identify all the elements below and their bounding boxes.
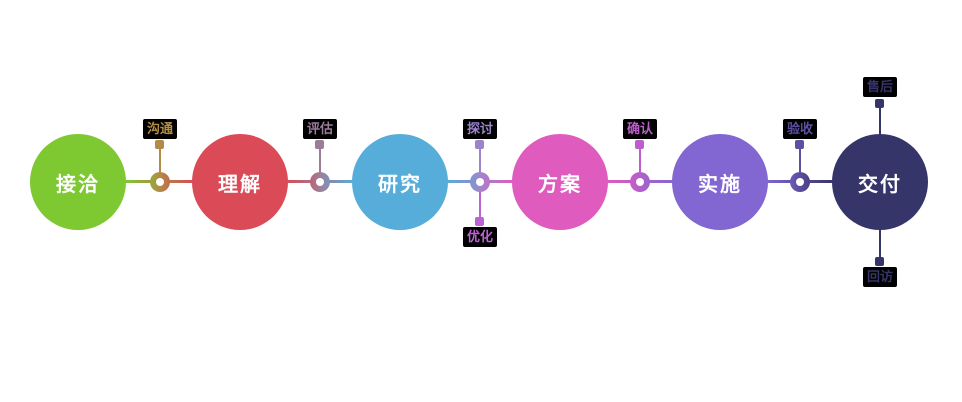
stage-circle-contact: 接洽 xyxy=(30,134,126,230)
tag-stem-line xyxy=(159,149,161,172)
stage-label: 方案 xyxy=(538,173,582,196)
tag-stem-line xyxy=(799,149,801,172)
stage-circle-research: 研究 xyxy=(352,134,448,230)
tag-communication: 沟通 xyxy=(142,119,178,139)
tag-dot xyxy=(795,140,804,149)
stage-circle-implement: 实施 xyxy=(672,134,768,230)
connector-ring-node xyxy=(630,172,650,192)
tag-confirmation: 确认 xyxy=(622,119,658,139)
stage-label: 接洽 xyxy=(56,173,100,196)
tag-followup: 回访 xyxy=(862,267,898,287)
tag-discussion: 探讨 xyxy=(462,119,498,139)
tag-optimization: 优化 xyxy=(462,227,498,247)
stage-circle-delivery: 交付 xyxy=(832,134,928,230)
tag-stem-line xyxy=(479,149,481,172)
stage-label: 实施 xyxy=(698,173,742,196)
tag-dot xyxy=(315,140,324,149)
stage-label: 交付 xyxy=(858,173,902,196)
tag-stem-line xyxy=(319,149,321,172)
tag-evaluation: 评估 xyxy=(302,119,338,139)
tag-stem-line xyxy=(879,230,881,257)
tag-dot xyxy=(875,99,884,108)
connector-ring-node xyxy=(790,172,810,192)
tag-dot xyxy=(475,140,484,149)
stage-circle-understand: 理解 xyxy=(192,134,288,230)
stage-label: 理解 xyxy=(218,173,262,196)
tag-dot xyxy=(475,217,484,226)
stage-label: 研究 xyxy=(378,173,422,196)
tag-dot xyxy=(155,140,164,149)
tag-dot xyxy=(635,140,644,149)
tag-acceptance: 验收 xyxy=(782,119,818,139)
tag-stem-line xyxy=(879,108,881,134)
connector-ring-node xyxy=(310,172,330,192)
connector-ring-node xyxy=(150,172,170,192)
tag-dot xyxy=(875,257,884,266)
connector-ring-node xyxy=(470,172,490,192)
stage-circle-proposal: 方案 xyxy=(512,134,608,230)
tag-stem-line xyxy=(639,149,641,172)
tag-stem-line xyxy=(479,192,481,217)
tag-aftersales: 售后 xyxy=(862,77,898,97)
